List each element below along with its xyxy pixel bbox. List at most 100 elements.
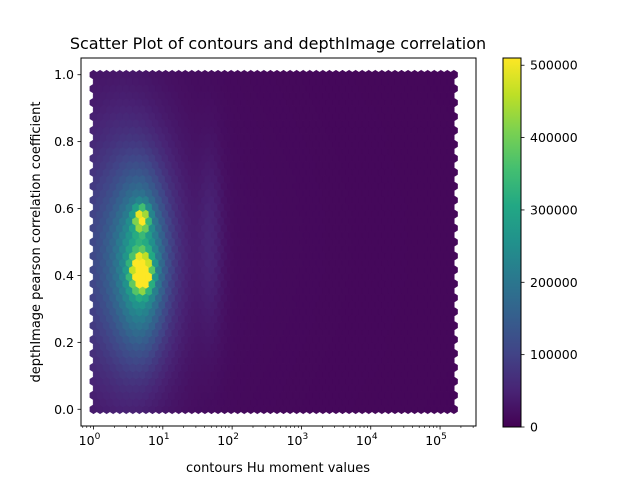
hex-cell: [273, 69, 281, 80]
plot-frame: [80, 57, 477, 427]
hex-cell: [417, 69, 426, 80]
hex-cell: [446, 258, 455, 268]
hex-cell: [450, 390, 458, 401]
hex-cell: [443, 69, 452, 80]
hex-cell: [446, 369, 455, 380]
hex-cell: [115, 69, 124, 80]
hex-cell: [446, 355, 455, 366]
hex-cell: [450, 334, 458, 345]
hex-cell: [358, 69, 367, 80]
hex-cell: [446, 397, 455, 408]
colorbar-tick-label: 100000: [530, 347, 578, 362]
hex-cell: [446, 313, 455, 324]
hex-cell: [446, 104, 455, 115]
hex-cell: [446, 160, 455, 171]
y-axis: 0.0 0.2 0.4 0.6 0.8 1.0: [54, 67, 81, 417]
y-tick-label: 0.2: [54, 335, 74, 350]
hex-cell: [135, 69, 144, 80]
hex-cell: [332, 69, 340, 80]
hex-cell: [450, 111, 458, 122]
hex-cell: [430, 69, 439, 80]
hex-cell: [299, 69, 308, 80]
hex-cell: [436, 69, 445, 80]
hex-cell: [253, 69, 262, 80]
hex-cell: [286, 69, 294, 80]
hex-cell: [377, 69, 386, 80]
hex-cell: [260, 69, 268, 80]
hex-cell: [446, 244, 455, 254]
hex-cell: [450, 83, 458, 94]
colorbar-ticks: 0 100000 200000 300000 400000 500000: [521, 58, 578, 435]
hex-cell: [266, 69, 275, 80]
y-tick-label: 1.0: [54, 67, 74, 82]
x-tick-label: 103: [287, 432, 309, 448]
hex-cell: [174, 69, 183, 80]
x-tick-label: 105: [425, 432, 447, 448]
hex-cell: [446, 76, 455, 87]
y-tick-label: 0.8: [54, 134, 74, 149]
hex-cell: [207, 69, 216, 80]
hex-cell: [450, 306, 458, 317]
x-tick-exponent: 1: [164, 432, 170, 442]
hex-cell: [446, 188, 455, 199]
hex-cell: [446, 118, 455, 129]
hex-cell: [404, 69, 412, 80]
hex-cell: [102, 69, 111, 80]
y-tick-label: 0.4: [54, 268, 74, 283]
hex-cell: [446, 174, 455, 185]
x-tick-label: 102: [217, 432, 239, 448]
hex-cell: [292, 69, 301, 80]
hex-cell: [142, 69, 150, 80]
colorbar-tick-label: 0: [530, 420, 538, 435]
hex-cell: [446, 341, 455, 352]
x-tick-exponent: 5: [441, 432, 447, 442]
hex-cell: [181, 69, 190, 80]
hex-cell: [450, 97, 458, 108]
x-tick-label: 101: [148, 432, 170, 448]
x-tick-label: 104: [356, 432, 378, 448]
hex-cell: [450, 265, 458, 275]
x-axis: 100 101 102 103 104 105: [79, 426, 474, 448]
hex-cell: [446, 230, 455, 240]
hex-cell: [279, 69, 288, 80]
chart-title: Scatter Plot of contours and depthImage …: [70, 34, 486, 53]
hexbin-cells: [89, 69, 458, 415]
hex-cell: [446, 90, 455, 101]
hex-cell: [246, 69, 255, 80]
hex-cell: [450, 362, 458, 373]
hex-cell: [128, 69, 137, 80]
x-tick-label: 100: [79, 432, 101, 448]
hex-cell: [96, 69, 104, 80]
hex-cell: [450, 181, 458, 192]
y-axis-label: depthImage pearson correlation coefficie…: [29, 102, 44, 383]
hex-cell: [450, 125, 458, 136]
hex-cell: [155, 69, 163, 80]
colorbar-tick-label: 500000: [530, 58, 578, 73]
hex-cell: [446, 271, 455, 282]
hex-cell: [318, 69, 327, 80]
hex-cell: [450, 167, 458, 178]
hex-cell: [227, 69, 236, 80]
hex-cell: [450, 209, 458, 219]
x-tick-exponent: 4: [372, 432, 378, 442]
hex-cell: [446, 202, 455, 213]
hex-cell: [305, 69, 314, 80]
x-tick-exponent: 3: [303, 432, 309, 442]
hex-cell: [371, 69, 380, 80]
colorbar-tick-label: 200000: [530, 275, 578, 290]
hex-cell: [450, 251, 458, 261]
hex-cell: [240, 69, 249, 80]
y-tick-label: 0.6: [54, 201, 74, 216]
y-tick-label: 0.0: [54, 402, 74, 417]
hex-cell: [446, 299, 455, 310]
hex-cell: [89, 69, 98, 80]
x-tick-exponent: 2: [233, 432, 239, 442]
hex-cell: [450, 348, 458, 359]
hex-cell: [450, 195, 458, 206]
hex-cell: [351, 69, 360, 80]
hex-cell: [187, 69, 196, 80]
hex-cell: [446, 146, 455, 157]
x-axis-label: contours Hu moment values: [186, 461, 370, 476]
hex-cell: [450, 404, 458, 415]
hex-cell: [214, 69, 222, 80]
